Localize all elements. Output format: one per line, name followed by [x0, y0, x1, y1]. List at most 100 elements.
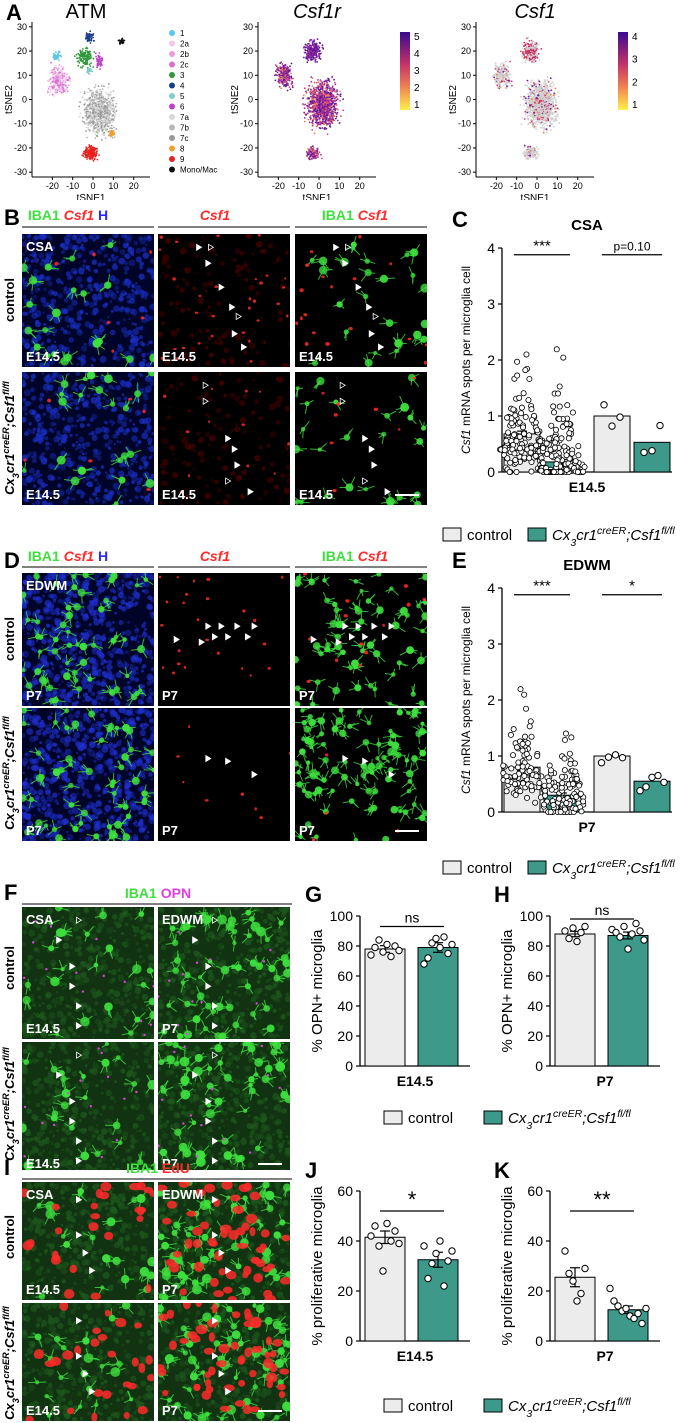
cell-point [106, 125, 109, 128]
cell-point [535, 44, 538, 47]
cell-point [534, 60, 537, 63]
cell-point [61, 92, 63, 94]
colorbar-tick-label: 2 [414, 83, 420, 94]
cell-point [63, 75, 66, 78]
cell-point [89, 158, 92, 160]
cell-point [77, 52, 80, 55]
cell-point [306, 61, 309, 64]
legend-swatch [169, 135, 175, 141]
cell-point [307, 107, 309, 110]
cell-point [532, 154, 535, 156]
cell-point [524, 61, 527, 64]
cell-point [119, 41, 121, 44]
cell-point [312, 110, 314, 113]
cell-point [531, 111, 533, 114]
cell-point [86, 69, 89, 71]
cell-point [531, 61, 533, 63]
cell-point [521, 55, 524, 58]
cell-point [102, 95, 105, 98]
cell-point [289, 88, 292, 91]
cell-point [537, 52, 540, 55]
cell-point [311, 156, 314, 159]
cell-point [302, 46, 305, 49]
cell-point [323, 120, 325, 123]
cell-point [521, 47, 524, 50]
cell-point [63, 83, 66, 86]
cell-point [532, 47, 535, 50]
cell-point [113, 131, 115, 134]
cell-point [309, 54, 312, 57]
cell-point [543, 127, 546, 130]
cell-point [84, 152, 86, 155]
cell-point [78, 56, 81, 59]
cell-point [327, 112, 330, 115]
cell-point [527, 95, 530, 98]
cell-point [65, 76, 68, 78]
cell-point [54, 65, 57, 67]
cell-point [58, 88, 61, 90]
cell-point [109, 133, 112, 136]
cell-point [285, 72, 287, 75]
cell-point [499, 63, 502, 65]
plot-title: Csf1r [293, 1, 342, 23]
cell-point [52, 86, 55, 89]
plot-title: Csf1 [514, 1, 555, 23]
cell-point [113, 136, 116, 139]
cell-point [288, 70, 291, 72]
cell-point [92, 66, 95, 68]
cell-point [323, 123, 325, 126]
colorbar [400, 32, 410, 110]
cell-point [59, 71, 62, 74]
cell-point [91, 116, 93, 119]
cell-point [285, 78, 288, 81]
cell-point [312, 87, 315, 89]
cell-point [326, 86, 329, 89]
cell-point [549, 120, 551, 123]
cell-point [83, 92, 86, 95]
cell-point [286, 72, 289, 74]
cell-point [112, 110, 115, 113]
cell-point [319, 88, 322, 91]
cell-point [49, 88, 52, 91]
cell-point [320, 103, 323, 106]
cell-point [321, 112, 324, 115]
cell-point [88, 63, 91, 66]
cell-point [112, 104, 115, 107]
cell-point [100, 57, 103, 60]
cell-point [547, 81, 550, 83]
cell-point [56, 77, 58, 79]
cell-point [327, 91, 330, 94]
cell-point [48, 79, 50, 82]
cell-point [310, 58, 313, 61]
cell-point [96, 133, 99, 135]
cell-point [499, 81, 502, 83]
cell-point [325, 116, 327, 118]
cell-point [525, 51, 528, 54]
cell-point [537, 113, 540, 116]
cell-point [89, 150, 91, 153]
cell-point [314, 52, 316, 55]
cell-point [98, 98, 101, 101]
cell-point [325, 90, 328, 93]
cell-point [82, 155, 85, 157]
cell-point [495, 78, 497, 81]
stain-haze [149, 303, 154, 310]
cell-point [108, 117, 110, 120]
cell-point [332, 118, 334, 121]
cell-point [316, 153, 318, 156]
cell-point [324, 80, 326, 83]
cell-point [111, 108, 114, 111]
cell-point [550, 95, 553, 97]
cell-point [534, 153, 536, 156]
cell-point [554, 104, 557, 107]
cell-point [86, 47, 89, 50]
cell-point [320, 122, 323, 125]
cell-point [318, 84, 321, 87]
cell-point [526, 152, 528, 155]
cell-point [319, 127, 322, 130]
cell-point [550, 103, 552, 106]
cell-point [314, 93, 317, 96]
scatter-points [47, 30, 126, 162]
cell-point [93, 97, 96, 100]
